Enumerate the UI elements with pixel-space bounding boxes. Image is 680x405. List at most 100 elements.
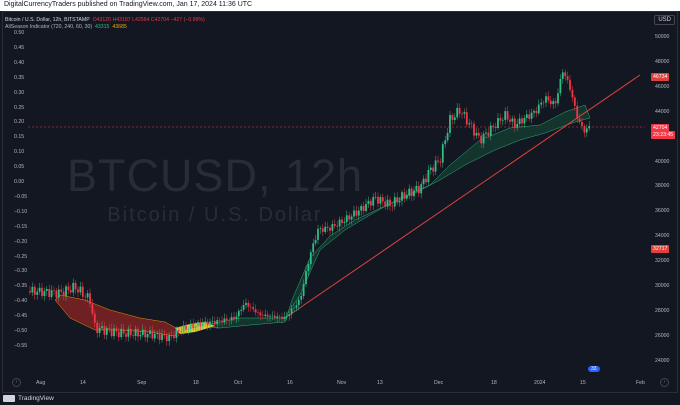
candle-body <box>336 225 339 227</box>
candle-body <box>477 132 480 136</box>
candle-body <box>293 307 295 309</box>
candle-body <box>341 219 343 223</box>
candle-body <box>151 330 154 339</box>
candle-body <box>573 97 576 106</box>
candle-body <box>393 197 396 207</box>
candle-body <box>494 126 497 129</box>
candle-body <box>365 203 367 211</box>
trendline <box>284 74 641 319</box>
candle-body <box>187 328 190 330</box>
candle-body <box>547 96 550 101</box>
candle-body <box>134 328 137 336</box>
time-axis-tick: 18 <box>193 380 199 386</box>
candle-body <box>165 335 168 342</box>
candle-body <box>213 321 216 325</box>
candle-body <box>588 126 591 129</box>
candle-body <box>36 291 39 295</box>
candle-body <box>223 318 226 323</box>
candle-body <box>182 325 185 333</box>
candle-body <box>405 195 408 199</box>
left-axis-tick: −0.25 <box>14 253 28 260</box>
candle-body <box>86 293 89 298</box>
candle-body <box>401 192 403 201</box>
candle-body <box>201 323 204 327</box>
time-axis-tick: 15 <box>580 380 586 386</box>
candle-body <box>197 322 199 326</box>
candle-body <box>206 321 209 326</box>
right-axis-tick: 50000 <box>655 34 670 40</box>
candle-body <box>324 226 327 232</box>
candle-body <box>300 295 303 300</box>
scroll-right-icon[interactable]: › <box>660 378 669 387</box>
candle-body <box>247 302 250 307</box>
candle-body <box>425 178 427 183</box>
candle-body <box>525 114 528 118</box>
candle-body <box>473 123 475 136</box>
candle-body <box>513 118 516 128</box>
right-axis-tick: 36000 <box>655 208 670 215</box>
candle-body <box>537 104 540 114</box>
candle-body <box>307 264 310 272</box>
candle-body <box>297 299 300 306</box>
candle-body <box>566 76 569 80</box>
candle-body <box>355 210 358 216</box>
candle-body <box>163 334 166 336</box>
candle-body <box>295 305 298 308</box>
candle-body <box>129 328 132 336</box>
left-axis-tick: 0.00 <box>14 179 25 185</box>
tradingview-logo[interactable]: TradingView <box>3 395 54 402</box>
legend-ohlc: O43120 H43187 L42564 C42704 −427 (−0.99%… <box>92 17 205 23</box>
candle-body <box>343 222 346 223</box>
candle-body <box>432 167 435 172</box>
candle-body <box>468 123 471 125</box>
candle-body <box>451 115 454 120</box>
indicator-band-red <box>54 294 181 337</box>
candle-body <box>221 320 223 323</box>
left-axis-tick: 0.35 <box>14 74 25 81</box>
candle-body <box>516 124 519 128</box>
currency-button[interactable]: USD <box>654 15 675 25</box>
candle-body <box>559 79 562 94</box>
right-axis-tick: 26000 <box>655 332 670 339</box>
candle-body <box>523 117 526 124</box>
current-price-label: 42704 <box>651 124 670 132</box>
candle-body <box>319 228 322 229</box>
candle-body <box>170 335 173 337</box>
candle-body <box>45 288 48 291</box>
candle-body <box>84 296 87 298</box>
candle-body <box>384 201 387 207</box>
time-axis-tick: Aug <box>36 380 46 386</box>
candle-body <box>79 286 82 293</box>
candle-body <box>237 310 240 317</box>
scroll-left-icon[interactable]: ‹ <box>12 378 21 387</box>
candle-body <box>65 286 67 296</box>
candle-body <box>415 185 418 191</box>
time-axis-tick: 13 <box>377 380 383 386</box>
candle-body <box>29 291 31 293</box>
candle-body <box>264 314 267 316</box>
candle-body <box>530 112 533 119</box>
indicator-value-2: 43685 <box>112 24 127 30</box>
candle-body <box>542 102 545 104</box>
right-axis-tick: 40000 <box>655 158 670 165</box>
candle-body <box>161 334 163 340</box>
candle-body <box>81 286 84 297</box>
time-axis-tick: 18 <box>491 380 497 386</box>
candle-body <box>576 105 579 119</box>
candle-body <box>185 325 187 330</box>
candle-body <box>372 197 375 206</box>
candle-body <box>230 317 233 321</box>
left-axis-tick: −0.20 <box>14 238 28 245</box>
time-axis-tick: Feb <box>636 380 645 386</box>
chart-badge[interactable]: 33 <box>588 366 600 372</box>
chart-area[interactable] <box>2 11 678 393</box>
candle-body <box>386 199 389 207</box>
candle-body <box>545 96 547 103</box>
candle-body <box>271 315 274 317</box>
candle-body <box>564 72 567 77</box>
candle-body <box>561 72 564 80</box>
candle-body <box>321 228 324 232</box>
candle-body <box>314 239 317 244</box>
candle-body <box>533 110 535 113</box>
